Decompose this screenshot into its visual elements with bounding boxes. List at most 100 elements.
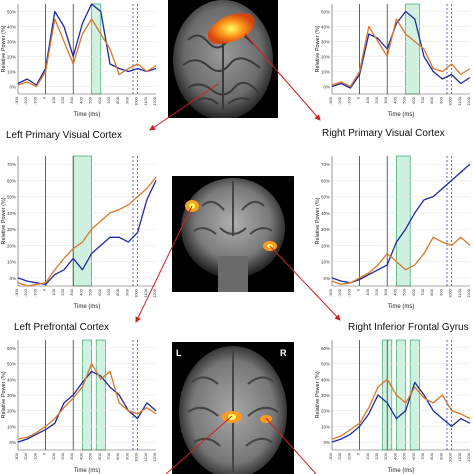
x-tick-label: 800 [429,96,434,103]
x-tick-label: -100 [346,96,351,105]
x-tick-label: 600 [97,452,102,459]
x-tick-label: 100 [365,452,370,459]
x-tick-label: 400 [78,96,83,103]
x-tick-label: 700 [106,96,111,103]
y-tick-label: 40% [7,211,16,216]
x-tick-label: 200 [374,96,379,103]
x-tick-label: -200 [337,288,342,297]
y-tick-label: 40% [7,377,16,382]
y-tick-label: 10% [7,70,16,75]
x-tick-label: 700 [106,288,111,295]
x-tick-label: 1100 [457,452,462,461]
y-tick-label: 0% [9,276,16,281]
activation-bottom-right [260,415,272,423]
x-tick-label: 0 [42,288,47,291]
y-tick-label: 10% [321,424,330,429]
y-tick-label: 40% [321,25,330,30]
x-tick-label: -300 [328,96,333,105]
y-tick-label: 50% [7,10,16,15]
chart-svg-bottom-left: 0% 10% 20% 30% 40% 50% 60% -300 -200 -100 0 100 200 3… [1,339,157,474]
y-tick-label: 10% [7,424,16,429]
brain-axial-bottom: L R [172,342,294,474]
x-tick-label: 800 [429,288,434,295]
x-tick-label: 100 [51,288,56,295]
x-tick-label: -100 [32,96,37,105]
x-tick-label: 800 [115,452,120,459]
label-right-primary-visual-cortex: Right Primary Visual Cortex [322,128,445,139]
x-tick-label: 1200 [152,96,157,106]
orange-series-line [17,362,157,440]
y-axis-title: Relative Power (%) [315,371,321,418]
x-tick-label: 200 [374,288,379,295]
brain-axial-top-image [173,0,273,118]
y-tick-label: 10% [321,70,330,75]
x-tick-label: -300 [14,96,19,105]
x-tick-label: 1200 [152,452,157,462]
x-tick-label: 400 [78,288,83,295]
y-tick-label: 30% [7,40,16,45]
x-tick-label: -200 [23,288,28,297]
chart-bottom-left: 0% 10% 20% 30% 40% 50% 60% -300 -200 -100 0 100 200 3… [0,336,160,474]
y-tick-label: 20% [7,409,16,414]
highlight-band [91,3,102,95]
x-tick-label: 600 [97,96,102,103]
x-axis-title: Time (ms) [74,112,101,118]
y-tick-label: 40% [321,211,330,216]
x-tick-label: -200 [337,96,342,105]
x-tick-label: -300 [328,288,333,297]
y-tick-label: 20% [321,409,330,414]
label-right-inferior-frontal-gyrus: Right Inferior Frontal Gyrus [348,322,469,333]
y-tick-label: 30% [321,227,330,232]
x-axis-title: Time (ms) [388,304,415,310]
x-tick-label: 300 [69,288,74,295]
orange-series-line [331,378,471,440]
x-tick-label: -200 [23,452,28,461]
chart-svg-mid-left: 0% 10% 20% 30% 40% 50% 60% 70% -300 -200 -100 0 100 2… [1,155,157,310]
brain-coronal-image [181,178,285,292]
y-tick-label: 10% [321,260,330,265]
x-tick-label: 300 [69,452,74,459]
x-tick-label: 400 [392,288,397,295]
x-tick-label: -300 [328,452,333,461]
x-tick-label: -200 [337,452,342,461]
x-tick-label: 1100 [457,288,462,297]
x-tick-label: 400 [392,96,397,103]
x-tick-label: 1200 [152,288,157,298]
x-tick-label: 900 [438,452,443,459]
x-axis-title: Time (ms) [388,468,415,474]
x-tick-label: 200 [60,288,65,295]
label-left-prefrontal-cortex: Left Prefrontal Cortex [14,322,110,333]
x-tick-label: 900 [438,288,443,295]
y-axis-title: Relative Power (%) [1,197,7,244]
chart-mid-left: 0% 10% 20% 30% 40% 50% 60% 70% -300 -200 -100 0 100 2… [0,152,160,310]
y-tick-label: 20% [321,243,330,248]
x-axis-title: Time (ms) [74,304,101,310]
y-tick-label: 30% [321,40,330,45]
x-tick-label: 1000 [134,288,139,298]
blue-series-line [17,3,157,86]
y-axis-title: Relative Power (%) [315,25,321,72]
y-tick-label: 0% [323,276,330,281]
x-tick-label: 500 [88,452,93,459]
y-tick-label: 50% [7,362,16,367]
x-tick-label: 800 [115,288,120,295]
brain-left-letter-bottom: L [176,348,182,358]
x-tick-label: 500 [402,288,407,295]
y-tick-label: 60% [7,346,16,351]
y-axis-title: Relative Power (%) [1,371,7,418]
y-tick-label: 0% [9,85,16,90]
x-tick-label: 600 [97,288,102,295]
x-tick-label: 1100 [143,452,148,461]
x-tick-label: 700 [420,288,425,295]
y-tick-label: 10% [7,260,16,265]
y-tick-label: 40% [7,25,16,30]
x-axis-title: Time (ms) [388,112,415,118]
y-tick-label: 30% [7,393,16,398]
y-axis-title: Relative Power (%) [1,25,7,72]
x-tick-label: 500 [402,452,407,459]
x-tick-label: 200 [374,452,379,459]
y-tick-label: 20% [321,55,330,60]
chart-svg-bottom-right: 0% 10% 20% 30% 40% 50% 60% -300 -200 -100 0 100 200 3… [315,339,471,474]
x-tick-label: 300 [383,452,388,459]
y-tick-label: 50% [321,362,330,367]
